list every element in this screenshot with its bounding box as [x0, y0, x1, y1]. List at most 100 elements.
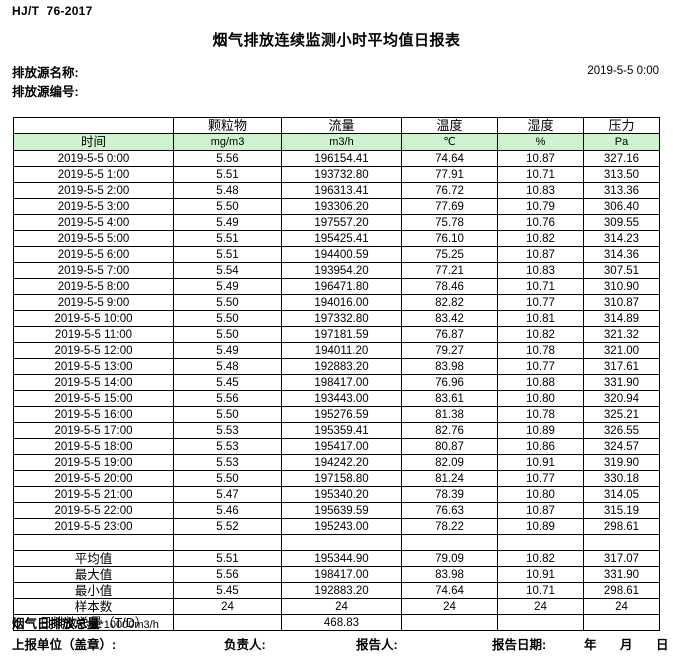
unit-header-row: 时间 mg/m3 m3/h ℃ % Pa — [13, 133, 660, 151]
table-row: 2019-5-5 22:00 5.46 195639.59 76.63 10.87 315… — [13, 502, 660, 519]
cell-time: 2019-5-5 0:00 — [13, 150, 174, 167]
cell-dust: 5.50 — [173, 310, 282, 327]
cell-pressure: 313.36 — [583, 182, 660, 199]
footer-note: 烟气日排放总量*10000m3/h — [12, 613, 662, 632]
cell-humidity: 10.86 — [497, 438, 584, 455]
cell-pressure: 310.87 — [583, 294, 660, 311]
cell-temperature: 76.63 — [401, 502, 498, 519]
cell-flow: 195243.00 — [281, 518, 402, 535]
cell-flow: 195359.41 — [281, 422, 402, 439]
cell-pressure: 307.51 — [583, 262, 660, 279]
cell-pressure: 325.21 — [583, 406, 660, 423]
month-label: 月 — [620, 638, 633, 652]
cell-temperature: 77.91 — [401, 166, 498, 183]
footer-signature-row: 上报单位（盖章）: 负责人: 报告人: 报告日期: 年 月 日 — [12, 634, 669, 654]
table-row: 2019-5-5 11:00 5.50 197181.59 76.87 10.82 321… — [13, 326, 660, 343]
table-row: 2019-5-5 15:00 5.56 193443.00 83.61 10.80 320… — [13, 390, 660, 407]
cell-temperature: 83.42 — [401, 310, 498, 327]
table-spacer-row — [13, 534, 660, 551]
cell-flow: 193306.20 — [281, 198, 402, 215]
cell-pressure: 320.94 — [583, 390, 660, 407]
cell-pressure: 319.90 — [583, 454, 660, 471]
cell-flow: 197158.80 — [281, 470, 402, 487]
cell-time: 2019-5-5 12:00 — [13, 342, 174, 359]
cell-temperature: 83.98 — [401, 566, 498, 583]
cell-temperature: 83.61 — [401, 390, 498, 407]
cell-humidity: 10.87 — [497, 246, 584, 263]
cell-time: 2019-5-5 17:00 — [13, 422, 174, 439]
cell-humidity: 10.88 — [497, 374, 584, 391]
cell-dust: 5.45 — [173, 374, 282, 391]
cell-dust: 5.49 — [173, 214, 282, 231]
cell-humidity: 10.89 — [497, 518, 584, 535]
cell-dust: 5.48 — [173, 182, 282, 199]
cell-time: 2019-5-5 2:00 — [13, 182, 174, 199]
cell-dust: 5.45 — [173, 582, 282, 599]
cell-temperature: 76.72 — [401, 182, 498, 199]
cell-temperature: 77.69 — [401, 198, 498, 215]
cell-pressure: 331.90 — [583, 374, 660, 391]
cell-dust: 5.56 — [173, 390, 282, 407]
cell-flow: 193732.80 — [281, 166, 402, 183]
cell-pressure: 317.07 — [583, 550, 660, 567]
cell-humidity: 10.80 — [497, 390, 584, 407]
cell-time: 2019-5-5 7:00 — [13, 262, 174, 279]
cell-dust: 5.56 — [173, 566, 282, 583]
cell-humidity: 10.82 — [497, 550, 584, 567]
cell-humidity: 10.82 — [497, 230, 584, 247]
cell-flow: 195340.20 — [281, 486, 402, 503]
table-row: 2019-5-5 1:00 5.51 193732.80 77.91 10.71 313.… — [13, 166, 660, 183]
cell-humidity — [497, 534, 584, 551]
unit-cell-time: 时间 — [13, 133, 174, 151]
cell-humidity: 10.87 — [497, 150, 584, 167]
cell-flow: 198417.00 — [281, 374, 402, 391]
cell-humidity: 10.83 — [497, 182, 584, 199]
cell-pressure — [583, 534, 660, 551]
cell-temperature: 76.96 — [401, 374, 498, 391]
table-row: 2019-5-5 23:00 5.52 195243.00 78.22 10.89 298… — [13, 518, 660, 535]
cell-pressure: 317.61 — [583, 358, 660, 375]
cell-dust: 5.52 — [173, 518, 282, 535]
cell-temperature: 77.21 — [401, 262, 498, 279]
cell-time: 2019-5-5 14:00 — [13, 374, 174, 391]
table-row: 2019-5-5 20:00 5.50 197158.80 81.24 10.77 330… — [13, 470, 660, 487]
table-row: 2019-5-5 9:00 5.50 194016.00 82.82 10.77 310.… — [13, 294, 660, 311]
table-row: 2019-5-5 12:00 5.49 194011.20 79.27 10.78 321… — [13, 342, 660, 359]
report-table: 颗粒物 流量 温度 湿度 压力 时间 mg/m3 m3/h ℃ % Pa 201… — [13, 117, 660, 631]
cell-humidity: 10.91 — [497, 454, 584, 471]
cell-time: 2019-5-5 6:00 — [13, 246, 174, 263]
cell-time: 2019-5-5 5:00 — [13, 230, 174, 247]
cell-flow: 195639.59 — [281, 502, 402, 519]
table-row: 2019-5-5 16:00 5.50 195276.59 81.38 10.78 325… — [13, 406, 660, 423]
summary-row: 平均值 5.51 195344.90 79.09 10.82 317.07 — [13, 550, 660, 567]
cell-dust: 5.50 — [173, 406, 282, 423]
cell-time: 2019-5-5 9:00 — [13, 294, 174, 311]
cell-time: 日排放总量（T/D） — [13, 614, 174, 631]
cell-temperature: 74.64 — [401, 150, 498, 167]
header-cell-pressure: 压力 — [583, 117, 660, 134]
cell-pressure: 330.18 — [583, 470, 660, 487]
header-cell-blank — [13, 117, 174, 134]
cell-flow: 468.83 — [281, 614, 402, 631]
cell-time: 2019-5-5 18:00 — [13, 438, 174, 455]
summary-row: 最大值 5.56 198417.00 83.98 10.91 331.90 — [13, 566, 660, 583]
daily-total-row: 日排放总量（T/D） 468.83 — [13, 614, 660, 631]
cell-flow: 192883.20 — [281, 582, 402, 599]
cell-humidity: 10.77 — [497, 294, 584, 311]
report-datetime: 2019-5-5 0:00 — [587, 65, 659, 77]
cell-flow: 194400.59 — [281, 246, 402, 263]
table-row: 2019-5-5 10:00 5.50 197332.80 83.42 10.81 314… — [13, 310, 660, 327]
cell-humidity: 10.79 — [497, 198, 584, 215]
cell-pressure: 310.90 — [583, 278, 660, 295]
unit-cell-pressure: Pa — [583, 133, 660, 151]
cell-dust: 5.50 — [173, 470, 282, 487]
unit-cell-flow: m3/h — [281, 133, 402, 151]
cell-pressure: 309.55 — [583, 214, 660, 231]
cell-dust: 5.48 — [173, 358, 282, 375]
cell-dust: 5.51 — [173, 166, 282, 183]
standard-code: HJ/T 76-2017 — [12, 4, 93, 18]
cell-time: 2019-5-5 20:00 — [13, 470, 174, 487]
cell-temperature: 81.38 — [401, 406, 498, 423]
cell-humidity: 10.78 — [497, 406, 584, 423]
cell-time — [13, 534, 174, 551]
